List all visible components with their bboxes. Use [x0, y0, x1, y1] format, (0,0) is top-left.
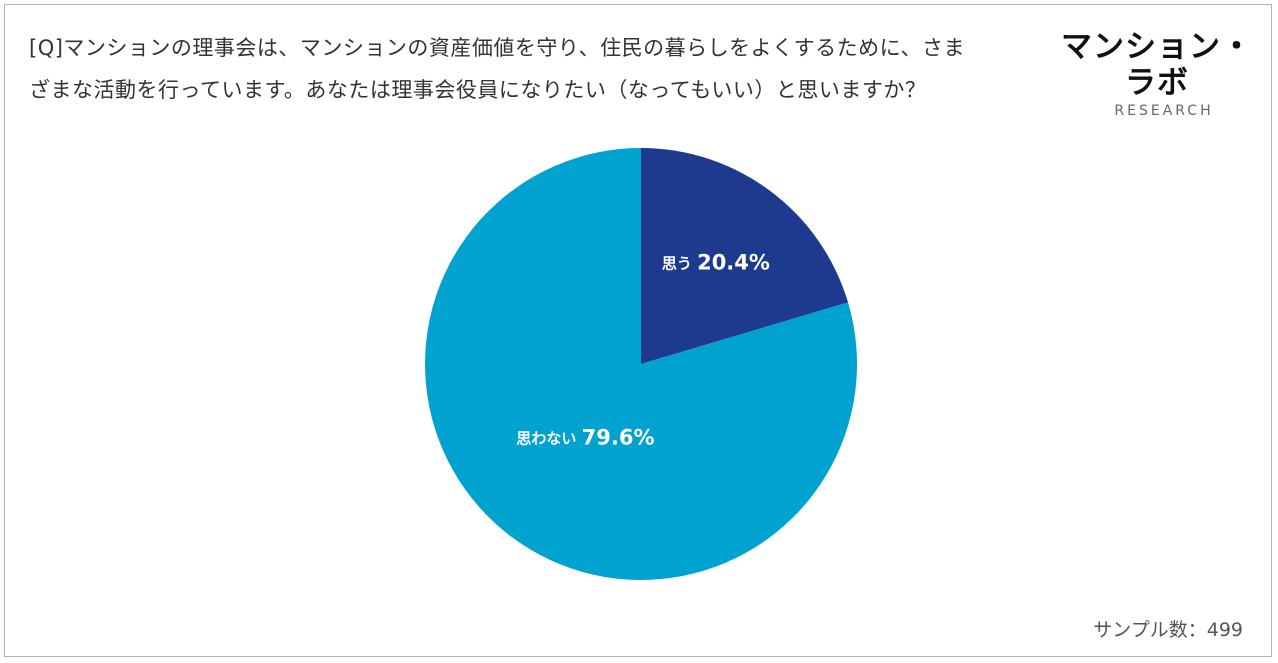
pie-slice-1	[641, 148, 849, 364]
pie-label-value-1: 20.4%	[697, 251, 770, 275]
pie-label-1: 思う 20.4%	[662, 251, 770, 275]
sample-size: サンプル数：499	[1093, 619, 1243, 641]
pie-label-2: 思わない 79.6%	[516, 425, 654, 449]
pie-label-category-1: 思う	[662, 254, 697, 272]
pie-label-value-2: 79.6%	[582, 425, 655, 449]
pie-chart: 思う 20.4% 思わない 79.6%	[425, 148, 857, 580]
chart-frame: [Q]マンションの理事会は、マンションの資産価値を守り、住民の暮らしをよくするた…	[4, 4, 1272, 657]
pie-slice-2	[425, 148, 857, 580]
logo-main-text: マンション・ラボ	[1061, 29, 1253, 101]
question-line-2: ざまな活動を行っています。あなたは理事会役員になりたい（なってもいい）と思います…	[29, 78, 927, 102]
logo-sub-text: RESEARCH	[1114, 103, 1214, 119]
pie-label-category-2: 思わない	[516, 429, 581, 447]
brand-logo: マンション・ラボ RESEARCH	[1057, 29, 1257, 119]
question-line-1: [Q]マンションの理事会は、マンションの資産価値を守り、住民の暮らしをよくするた…	[29, 36, 965, 60]
question-text: [Q]マンションの理事会は、マンションの資産価値を守り、住民の暮らしをよくするた…	[29, 27, 1019, 111]
